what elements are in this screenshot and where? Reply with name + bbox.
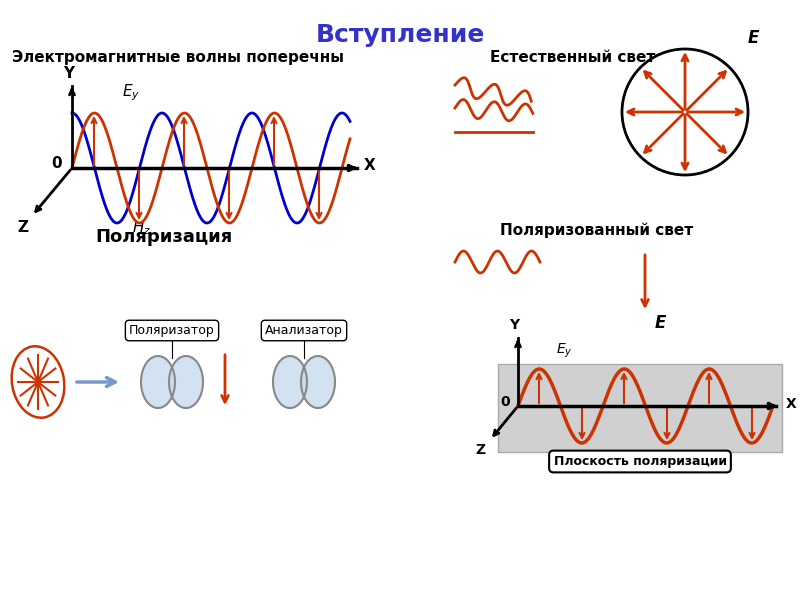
Polygon shape [169, 356, 203, 408]
Text: Поляризация: Поляризация [95, 228, 232, 246]
Text: E: E [655, 314, 666, 332]
Text: Z: Z [476, 443, 486, 457]
Text: 0: 0 [500, 395, 510, 409]
Text: E: E [748, 29, 759, 47]
Text: X: X [364, 158, 376, 173]
Text: $H_z$: $H_z$ [132, 218, 151, 236]
Text: Z: Z [17, 220, 28, 235]
FancyBboxPatch shape [498, 364, 782, 452]
Text: 0: 0 [51, 155, 62, 170]
Text: Анализатор: Анализатор [265, 324, 343, 337]
Text: X: X [786, 397, 797, 411]
Text: Электромагнитные волны поперечны: Электромагнитные волны поперечны [12, 50, 344, 65]
Text: Y: Y [63, 66, 74, 81]
Text: Поляризованный свет: Поляризованный свет [500, 222, 694, 238]
Text: Поляризатор: Поляризатор [129, 324, 215, 337]
Text: Естественный свет: Естественный свет [490, 50, 655, 65]
Text: Вступление: Вступление [315, 23, 485, 47]
Polygon shape [273, 356, 307, 408]
Text: Y: Y [509, 318, 519, 332]
Polygon shape [301, 356, 335, 408]
Text: $E_y$: $E_y$ [556, 341, 573, 360]
Text: Плоскость поляризации: Плоскость поляризации [554, 455, 726, 468]
Polygon shape [141, 356, 175, 408]
Text: $E_y$: $E_y$ [122, 82, 140, 103]
